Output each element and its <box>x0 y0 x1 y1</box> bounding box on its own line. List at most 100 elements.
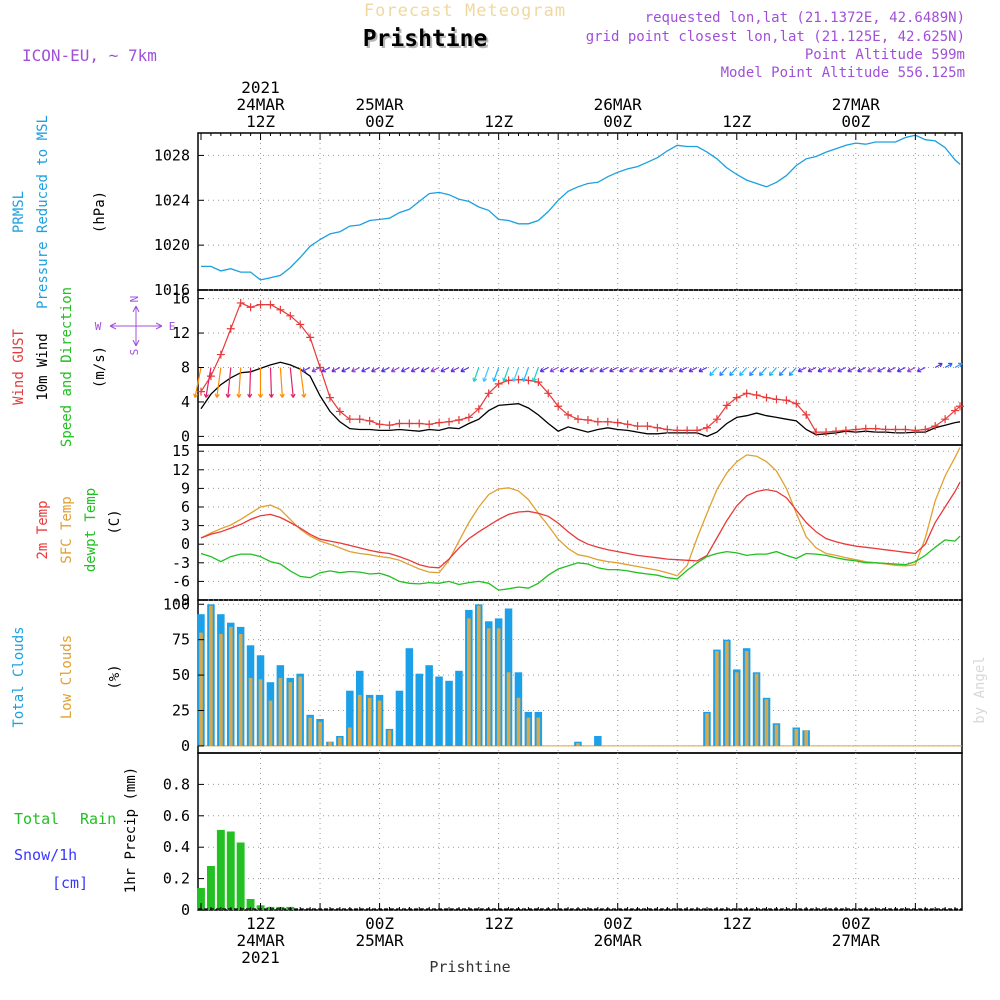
temp-y-tick-label: -3 <box>172 554 190 572</box>
wind-y-tick-label: 12 <box>172 324 190 342</box>
grid-coords: grid point closest lon,lat (21.125E, 42.… <box>586 29 965 45</box>
top-time-label: 12Z <box>484 112 513 131</box>
bottom-time-label: 25MAR <box>356 931 405 950</box>
wind-y-tick-label: 0 <box>181 427 190 445</box>
wind-gust-marker <box>881 425 890 434</box>
wind-direction-arrow <box>569 366 579 373</box>
wind-direction-arrow <box>331 366 341 373</box>
wind-direction-arrow <box>482 367 490 382</box>
low-cloud-bar <box>764 699 769 746</box>
wind-gust-marker <box>405 419 414 428</box>
sfc-temp-line <box>200 447 961 577</box>
wind-direction-arrow <box>619 366 628 373</box>
top-time-label: 25MAR <box>356 95 405 114</box>
wind-direction-arrow <box>279 367 285 398</box>
wind-gust-marker <box>385 421 394 430</box>
rain-bar <box>207 866 215 910</box>
compass-south: S <box>128 349 141 356</box>
wind-direction-arrow <box>709 367 718 377</box>
low-cloud-bar <box>298 676 302 746</box>
wind-direction-arrow <box>214 367 222 398</box>
wind-y-tick-label: 16 <box>172 290 190 308</box>
temp-y-tick-label: 15 <box>172 442 190 460</box>
low-cloud-bar <box>199 632 203 746</box>
low-cloud-bar <box>288 682 293 746</box>
low-cloud-bar <box>486 628 491 746</box>
compass-arrows-icon <box>109 305 163 347</box>
wind-direction-arrow <box>539 366 549 373</box>
wind-direction-arrow <box>847 366 857 373</box>
temp-sfc-label: SFC Temp <box>59 496 75 563</box>
low-cloud-bar <box>219 634 223 746</box>
wind-10m-label: 10m Wind <box>35 333 51 400</box>
top-time-label: 00Z <box>841 112 870 131</box>
low-cloud-bar <box>804 730 808 746</box>
wind-gust-marker <box>712 415 721 424</box>
wind-direction-arrow <box>678 366 688 373</box>
wind-direction-arrow <box>472 367 480 382</box>
temp-y-tick-label: -6 <box>172 572 190 590</box>
wind-panel <box>197 289 963 446</box>
bottom-time-label: 12Z <box>246 914 275 933</box>
wind-direction-arrow <box>351 366 360 373</box>
low-cloud-bar <box>209 605 213 746</box>
wind-gust-marker <box>574 415 583 424</box>
dewpoint-line <box>200 535 961 591</box>
low-cloud-bar <box>794 728 799 746</box>
wind-gust-marker <box>742 389 751 398</box>
wind-gust-marker <box>415 419 424 428</box>
wind-gust-marker <box>197 387 205 396</box>
total-cloud-bar <box>594 736 602 746</box>
wind-gust-marker <box>335 407 344 416</box>
wind-direction-arrow <box>867 366 876 373</box>
precip-panel-labels: Total Rain Snow/1h [cm] 1hr Precip (mm) <box>14 767 139 893</box>
wind-gust-marker <box>613 418 622 427</box>
wind-gust-marker <box>901 425 910 434</box>
wind-direction-arrow <box>599 366 609 373</box>
wind-gust-marker <box>861 424 870 433</box>
wind-gust-marker <box>762 393 771 402</box>
wind-direction-arrow <box>827 366 837 373</box>
low-cloud-bar <box>268 700 273 746</box>
requested-coords: requested lon,lat (21.1372E, 42.6489N) <box>645 10 965 26</box>
wind-gust-marker <box>474 404 483 413</box>
precip-y-tick-label: 0.2 <box>163 870 190 888</box>
wind-direction-arrow <box>301 366 311 373</box>
wind-gust-marker <box>752 391 761 400</box>
temp-unit-label: (C) <box>107 509 123 534</box>
wind-direction-arrow <box>934 362 943 369</box>
snow-unit-label: [cm] <box>52 874 88 892</box>
wind-gust-marker <box>395 419 404 428</box>
wind-gust-marker <box>583 416 592 425</box>
wind-direction-arrow <box>450 366 460 373</box>
pressure-panel-labels: PRMSL Pressure Reduced to MSL (hPa) <box>11 115 108 309</box>
total-cloud-bar <box>455 670 463 746</box>
station-title-shadow: Prishtine <box>365 28 490 54</box>
wind-direction-arrow <box>668 366 678 373</box>
meteogram-subtitle: Forecast Meteogram <box>364 1 566 21</box>
low-clouds-label: Low Clouds <box>59 635 75 719</box>
low-cloud-bar <box>735 672 739 746</box>
wind-direction-arrow <box>193 367 202 398</box>
pressure-unit-label: (hPa) <box>92 191 108 233</box>
wind-direction-arrow <box>749 367 758 377</box>
pressure-y-tick-label: 1020 <box>154 236 190 254</box>
total-cloud-bar <box>425 665 433 746</box>
wind-compass: N S W E <box>95 296 176 356</box>
wind-gust-marker <box>653 423 662 432</box>
total-cloud-bar <box>445 680 453 746</box>
wind-direction-arrow <box>638 366 648 373</box>
wind-gust-marker <box>871 424 880 433</box>
wind-direction-arrow <box>410 366 420 373</box>
wind-gust-marker <box>236 298 245 307</box>
snow-label: Snow/1h <box>14 846 77 864</box>
wind-direction-arrow <box>225 367 232 398</box>
wind-direction-arrow <box>289 367 296 398</box>
wind-gust-marker <box>782 396 791 405</box>
wind-gust-marker <box>603 417 612 426</box>
wind-direction-arrow <box>837 366 847 373</box>
top-time-label: 24MAR <box>236 95 285 114</box>
wind-gust-marker <box>703 423 711 432</box>
low-cloud-bar <box>367 697 372 746</box>
